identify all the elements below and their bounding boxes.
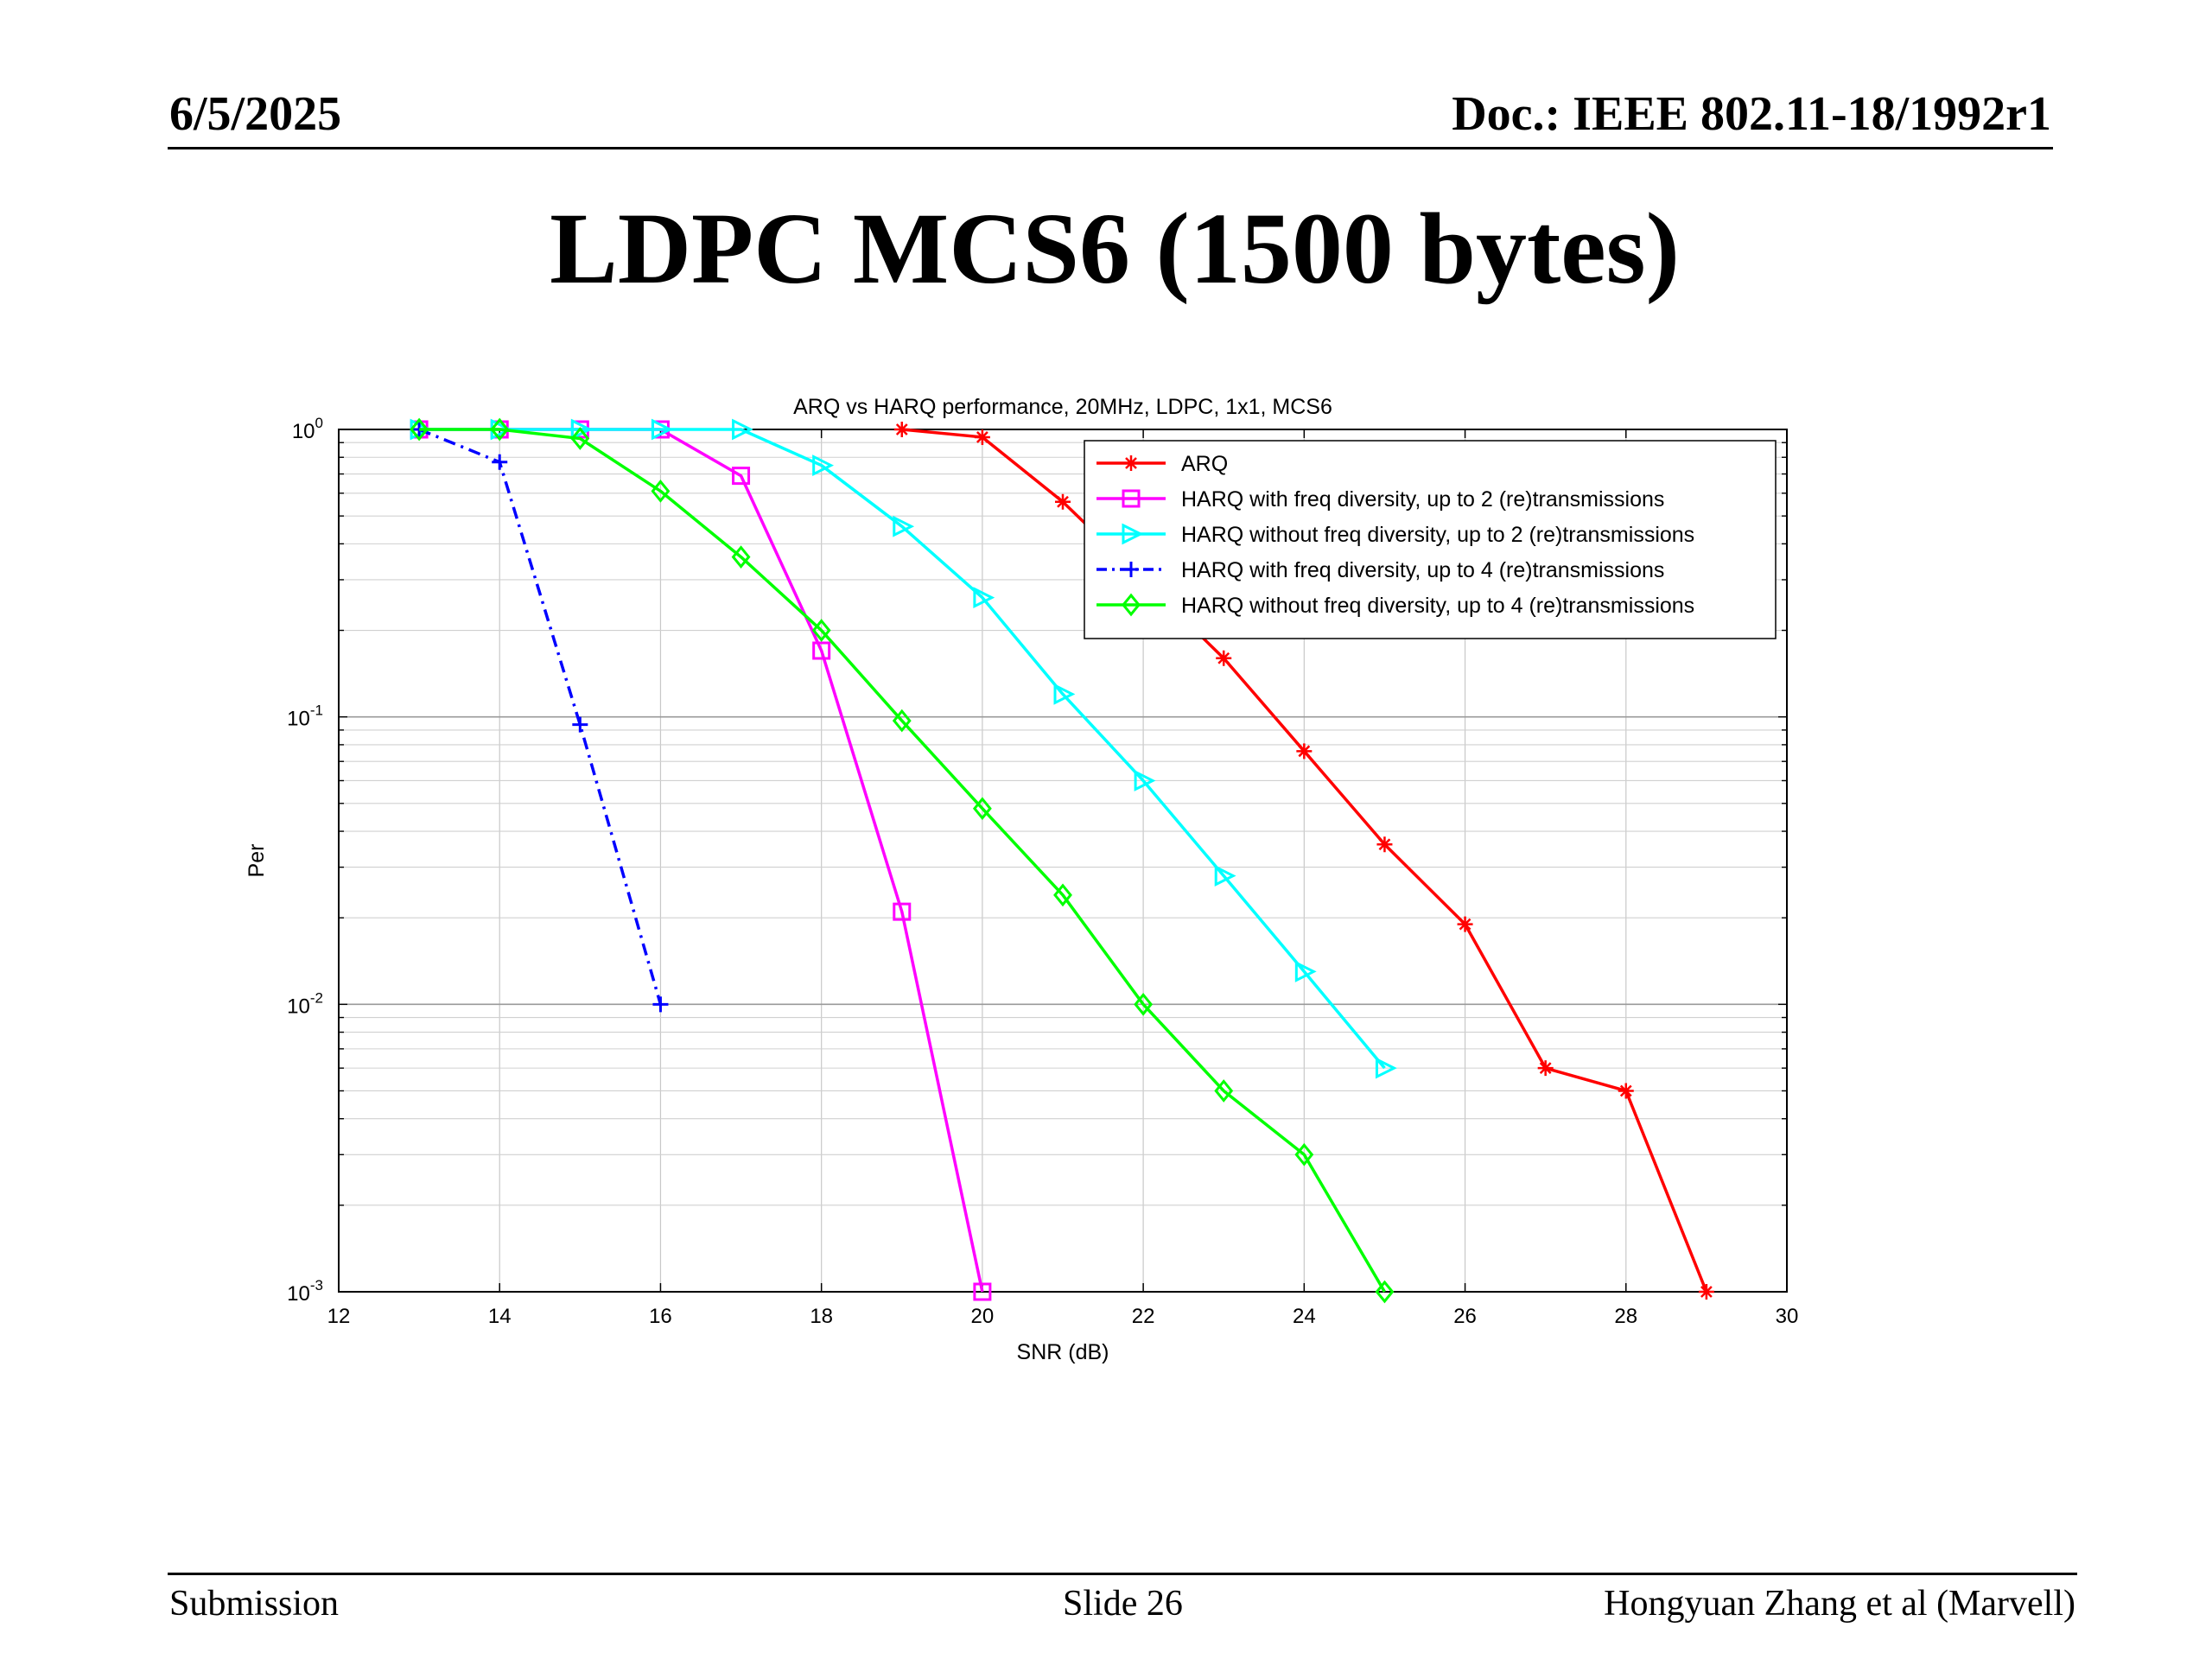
diamond-marker bbox=[892, 709, 912, 733]
diamond-marker bbox=[1134, 992, 1154, 1016]
y-tick-base: 10 bbox=[287, 1282, 310, 1306]
legend-entry: ARQ bbox=[1096, 452, 1228, 476]
triangle-marker bbox=[732, 418, 753, 441]
square-marker bbox=[1122, 489, 1141, 508]
x-tick-label: 30 bbox=[1776, 1305, 1799, 1328]
triangle-marker bbox=[570, 418, 593, 441]
y-tick-label: 100 bbox=[292, 415, 323, 443]
legend-label: HARQ without freq diversity, up to 2 (re… bbox=[1181, 523, 1694, 547]
star-marker bbox=[1537, 1060, 1554, 1077]
triangle-marker bbox=[1294, 961, 1317, 982]
triangle-marker bbox=[1053, 683, 1076, 705]
series-5 bbox=[410, 417, 1395, 1304]
diamond-marker bbox=[1122, 593, 1141, 617]
x-tick-label: 18 bbox=[810, 1305, 833, 1328]
footer-rule bbox=[168, 1573, 2077, 1575]
y-tick-base: 10 bbox=[287, 708, 310, 731]
diamond-marker bbox=[972, 797, 992, 821]
header-date: 6/5/2025 bbox=[169, 87, 342, 141]
diamond-marker bbox=[1375, 1280, 1395, 1304]
series-2 bbox=[410, 420, 992, 1301]
y-tick-base: 10 bbox=[292, 420, 315, 443]
y-tick-exponent: -1 bbox=[310, 702, 323, 719]
x-tick-label: 16 bbox=[649, 1305, 672, 1328]
slide-title: LDPC MCS6 (1500 bytes) bbox=[550, 192, 1680, 305]
series-line bbox=[419, 428, 984, 1293]
y-tick-exponent: -3 bbox=[310, 1277, 323, 1294]
x-tick-label: 20 bbox=[971, 1305, 995, 1328]
chart-title: ARQ vs HARQ performance, 20MHz, LDPC, 1x… bbox=[793, 395, 1332, 419]
triangle-marker bbox=[812, 454, 835, 476]
y-tick-base: 10 bbox=[287, 995, 310, 1018]
footer-slide-number: Slide 26 bbox=[1063, 1584, 1183, 1624]
star-marker bbox=[893, 422, 910, 437]
series-line bbox=[418, 428, 663, 1005]
star-marker bbox=[1698, 1284, 1714, 1300]
diamond-marker bbox=[731, 545, 751, 569]
y-tick-exponent: -2 bbox=[310, 989, 323, 1006]
x-tick-label: 24 bbox=[1293, 1305, 1316, 1328]
plus-marker bbox=[572, 716, 588, 733]
star-marker bbox=[1216, 650, 1232, 666]
x-tick-label: 26 bbox=[1453, 1305, 1477, 1328]
series-line bbox=[419, 428, 1386, 1293]
diamond-marker bbox=[1294, 1142, 1314, 1166]
square-marker bbox=[893, 902, 912, 921]
triangle-marker bbox=[1122, 523, 1144, 545]
star-marker bbox=[1055, 493, 1071, 510]
diamond-marker bbox=[1053, 883, 1072, 907]
star-marker bbox=[974, 429, 990, 445]
x-tick-label: 28 bbox=[1614, 1305, 1637, 1328]
diamond-marker bbox=[651, 480, 671, 503]
legend-entry: HARQ without freq diversity, up to 4 (re… bbox=[1096, 593, 1694, 618]
legend-box bbox=[1084, 440, 1777, 639]
square-marker bbox=[812, 641, 831, 660]
star-marker bbox=[1123, 455, 1139, 471]
y-tick-exponent: 0 bbox=[315, 415, 323, 431]
star-marker bbox=[1296, 743, 1313, 760]
legend-label: ARQ bbox=[1181, 452, 1228, 476]
diamond-marker bbox=[490, 417, 510, 442]
legend-label: HARQ with freq diversity, up to 2 (re)tr… bbox=[1181, 487, 1664, 512]
header-doc-id: Doc.: IEEE 802.11-18/1992r1 bbox=[1452, 87, 2051, 141]
triangle-marker bbox=[651, 418, 673, 441]
diamond-marker bbox=[1214, 1079, 1234, 1103]
triangle-marker bbox=[1134, 770, 1156, 791]
square-marker bbox=[732, 467, 751, 486]
legend-label: HARQ with freq diversity, up to 4 (re)tr… bbox=[1181, 558, 1664, 582]
x-tick-label: 14 bbox=[488, 1305, 512, 1328]
legend-entry: HARQ with freq diversity, up to 2 (re)tr… bbox=[1096, 487, 1664, 512]
y-tick-label: 10-1 bbox=[287, 702, 323, 731]
legend-entry: HARQ with freq diversity, up to 4 (re)tr… bbox=[1096, 558, 1664, 582]
diamond-marker bbox=[410, 417, 429, 442]
header-rule bbox=[168, 147, 2053, 149]
diamond-marker bbox=[811, 619, 831, 642]
plot-area-frame bbox=[338, 429, 1788, 1293]
star-marker bbox=[1457, 916, 1473, 932]
diamond-marker bbox=[570, 427, 590, 450]
plus-marker bbox=[492, 454, 508, 470]
star-marker bbox=[1618, 1083, 1634, 1099]
plus-marker bbox=[652, 996, 669, 1013]
plus-marker bbox=[1123, 562, 1139, 577]
x-axis-label: SNR (dB) bbox=[1017, 1340, 1109, 1364]
triangle-marker bbox=[973, 587, 995, 609]
legend: ARQ HARQ with freq diversity, up to 2 (re… bbox=[1084, 440, 1777, 639]
x-tick-label: 22 bbox=[1132, 1305, 1155, 1328]
y-tick-label: 10-3 bbox=[287, 1277, 323, 1306]
y-tick-label: 10-2 bbox=[287, 989, 323, 1018]
triangle-marker bbox=[893, 515, 915, 537]
footer-submission: Submission bbox=[169, 1584, 340, 1624]
legend-entry: HARQ without freq diversity, up to 2 (re… bbox=[1096, 523, 1694, 547]
x-tick-label: 12 bbox=[327, 1305, 351, 1328]
triangle-marker bbox=[1375, 1057, 1397, 1079]
triangle-marker bbox=[1214, 865, 1236, 887]
footer-author: Hongyuan Zhang et al (Marvell) bbox=[1604, 1584, 2075, 1624]
legend-label: HARQ without freq diversity, up to 4 (re… bbox=[1181, 594, 1694, 618]
star-marker bbox=[1376, 836, 1393, 853]
square-marker bbox=[973, 1282, 992, 1301]
y-axis-label: Per bbox=[245, 844, 269, 878]
